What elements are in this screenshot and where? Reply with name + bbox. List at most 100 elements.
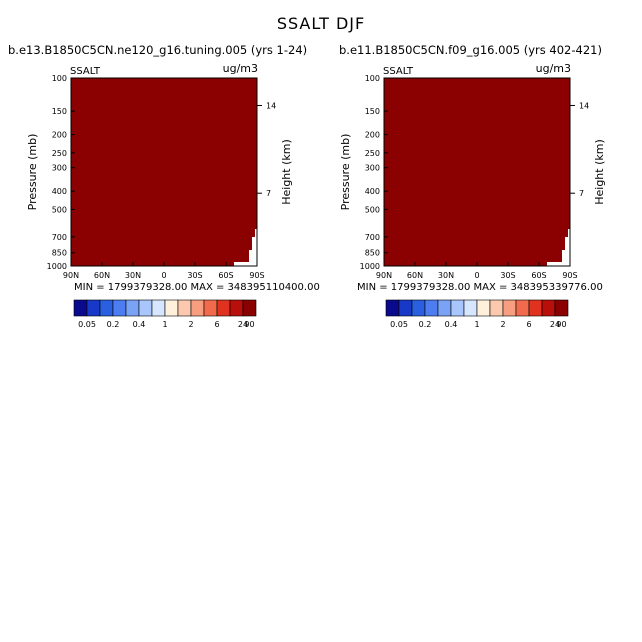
- colorbar-swatch: [463, 299, 478, 317]
- colorbar-label: 1: [162, 320, 167, 329]
- stats-text: MIN = 1799379328.00 MAX = 348395110400.0…: [74, 282, 320, 293]
- colorbar-swatch: [99, 299, 114, 317]
- right-tick-label: 7: [579, 189, 584, 198]
- colorbar-swatch: [138, 299, 153, 317]
- colorbar-label: 2: [500, 320, 505, 329]
- y-tick-label: 250: [365, 149, 380, 158]
- y-tick-label: 700: [365, 233, 380, 242]
- colorbar-label: 0.05: [78, 320, 96, 329]
- units-label: ug/m3: [223, 62, 258, 75]
- plot-fill: [384, 78, 570, 266]
- plot-gap: [234, 229, 257, 266]
- y-tick-label: 400: [365, 187, 380, 196]
- y-tick-label: 300: [365, 164, 380, 173]
- x-tick-label: 60S: [531, 271, 546, 280]
- y-tick-label: 200: [52, 131, 67, 140]
- x-tick-label: 60N: [407, 271, 423, 280]
- colorbar-swatch: [229, 299, 244, 317]
- colorbar-swatch: [86, 299, 101, 317]
- right-axis-label: Height (km): [593, 139, 606, 205]
- colorbar-swatch: [541, 299, 556, 317]
- y-tick-label: 400: [52, 187, 67, 196]
- colorbar-swatch: [554, 299, 569, 317]
- colorbar-swatch: [528, 299, 543, 317]
- y-tick-label: 500: [365, 205, 380, 214]
- x-tick-label: 30N: [125, 271, 141, 280]
- plot-fill: [71, 78, 257, 266]
- x-ticks: 90N 60N 30N 0 30S 60S 90S: [376, 262, 578, 280]
- y-tick-label: 150: [365, 107, 380, 116]
- x-tick-label: 90N: [63, 271, 79, 280]
- colorbar-swatch: [489, 299, 504, 317]
- y-tick-label: 850: [365, 249, 380, 258]
- colorbar-label: 1: [474, 320, 479, 329]
- x-tick-label: 60S: [218, 271, 233, 280]
- colorbar-swatch: [437, 299, 452, 317]
- stats-text: MIN = 1799379328.00 MAX = 348395339776.0…: [357, 282, 603, 293]
- colorbar-swatch: [450, 299, 465, 317]
- colorbar-label: 24: [238, 320, 248, 329]
- y-ticks: 100 150 200 250 300 400 500 700 850 1000: [360, 74, 388, 271]
- x-tick-label: 90S: [249, 271, 264, 280]
- panel-right: b.e11.B1850C5CN.f09_g16.005 (yrs 402-421…: [321, 0, 642, 340]
- y-tick-label: 1000: [47, 262, 67, 271]
- colorbar-swatch: [112, 299, 127, 317]
- y-tick-label: 850: [52, 249, 67, 258]
- colorbar-label: 6: [214, 320, 219, 329]
- colorbar-swatch: [216, 299, 231, 317]
- colorbar-swatch: [151, 299, 166, 317]
- panel-header: b.e11.B1850C5CN.f09_g16.005 (yrs 402-421…: [339, 43, 602, 57]
- colorbar-swatch: [242, 299, 257, 317]
- y-tick-label: 250: [52, 149, 67, 158]
- x-tick-label: 90N: [376, 271, 392, 280]
- colorbar-swatch: [177, 299, 192, 317]
- colorbar-swatch: [73, 299, 88, 317]
- chart-left: b.e13.B1850C5CN.ne120_g16.tuning.005 (yr…: [8, 43, 320, 329]
- x-tick-label: 30S: [187, 271, 202, 280]
- colorbar-swatch: [424, 299, 439, 317]
- colorbar-swatch: [190, 299, 205, 317]
- y-axis-label: Pressure (mb): [26, 134, 39, 211]
- colorbar-swatch: [502, 299, 517, 317]
- variable-label: SSALT: [383, 66, 414, 77]
- x-tick-label: 0: [474, 271, 479, 280]
- colorbar-swatch: [203, 299, 218, 317]
- x-tick-label: 0: [161, 271, 166, 280]
- y-ticks: 100 150 200 250 300 400 500 700 850 1000: [47, 74, 75, 271]
- right-tick-label: 7: [266, 189, 271, 198]
- right-tick-label: 14: [579, 101, 589, 110]
- right-ticks: 14 7: [570, 101, 589, 198]
- colorbar-swatch: [385, 299, 400, 317]
- colorbar-label: 0.4: [133, 320, 146, 329]
- x-tick-label: 90S: [562, 271, 577, 280]
- colorbar-swatch: [398, 299, 413, 317]
- plot-gap: [547, 229, 570, 266]
- colorbar-label: 24: [550, 320, 560, 329]
- colorbar-label: 0.4: [445, 320, 458, 329]
- colorbar-swatch: [476, 299, 491, 317]
- colorbar-label: 6: [526, 320, 531, 329]
- y-tick-label: 500: [52, 205, 67, 214]
- colorbar-label: 0.05: [390, 320, 408, 329]
- units-label: ug/m3: [536, 62, 571, 75]
- panel-header: b.e13.B1850C5CN.ne120_g16.tuning.005 (yr…: [8, 43, 307, 57]
- colorbar-swatch: [411, 299, 426, 317]
- y-tick-label: 300: [52, 164, 67, 173]
- y-tick-label: 700: [52, 233, 67, 242]
- x-tick-label: 30N: [438, 271, 454, 280]
- colorbar-label: 2: [188, 320, 193, 329]
- colorbar-swatch: [164, 299, 179, 317]
- colorbar-label: 0.2: [419, 320, 432, 329]
- variable-label: SSALT: [70, 66, 101, 77]
- y-tick-label: 100: [52, 74, 67, 83]
- right-axis-label: Height (km): [280, 139, 293, 205]
- y-tick-label: 100: [365, 74, 380, 83]
- y-tick-label: 150: [52, 107, 67, 116]
- colorbar-label: 90: [244, 320, 254, 329]
- page-title: SSALT DJF: [276, 14, 366, 33]
- x-ticks: 90N 60N 30N 0 30S 60S 90S: [63, 262, 265, 280]
- x-tick-label: 30S: [500, 271, 515, 280]
- panel-left: b.e13.B1850C5CN.ne120_g16.tuning.005 (yr…: [0, 0, 321, 340]
